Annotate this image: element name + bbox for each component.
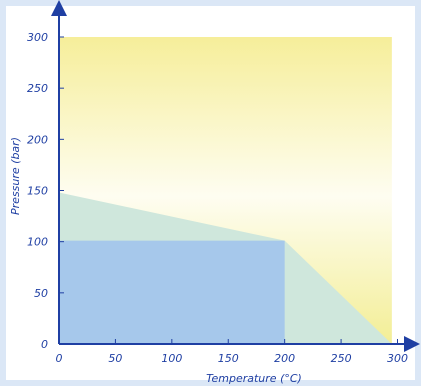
x-axis-title: Temperature (°C) [206, 372, 302, 385]
y-tick-label-100: 100 [27, 236, 48, 249]
x-tick-label-0: 0 [56, 352, 63, 365]
y-tick-label-150: 150 [27, 185, 48, 198]
x-tick-label-300: 300 [387, 352, 408, 365]
chart-axes [51, 0, 420, 352]
y-tick-label-300: 300 [27, 31, 48, 44]
blue-region [59, 240, 285, 344]
chart-ticks [58, 36, 398, 345]
x-tick-label-100: 100 [161, 352, 182, 365]
x-tick-label-250: 250 [331, 352, 352, 365]
x-tick-label-200: 200 [274, 352, 295, 365]
x-tick-label-150: 150 [218, 352, 239, 365]
chart-regions [59, 37, 392, 344]
chart-labels: 0 50 100 150 200 250 300 0 50 100 150 200 250 300 [27, 31, 408, 365]
y-tick-label-50: 50 [34, 287, 48, 300]
y-tick-label-200: 200 [27, 133, 48, 146]
y-tick-label-0: 0 [41, 338, 48, 351]
x-tick-label-50: 50 [108, 352, 122, 365]
y-axis-title: Pressure (bar) [9, 137, 22, 215]
y-tick-label-250: 250 [27, 82, 48, 95]
